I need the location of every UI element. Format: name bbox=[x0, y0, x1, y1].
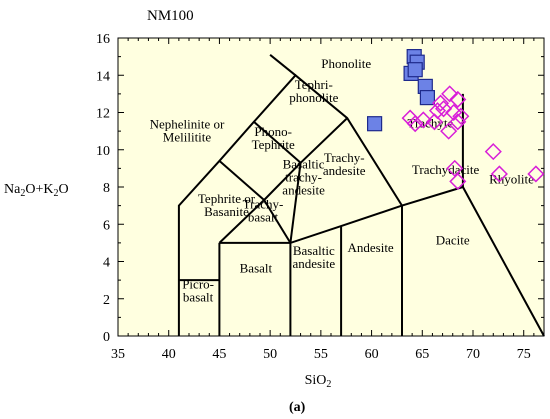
data-point-diamond bbox=[431, 94, 450, 112]
panel-label: (a) bbox=[289, 400, 306, 415]
field-label: Dacite bbox=[436, 233, 470, 248]
x-tick-label: 45 bbox=[212, 347, 226, 362]
field-label: Rhyolite bbox=[489, 171, 534, 186]
y-tick-label: 12 bbox=[96, 107, 110, 122]
field-label: Picro-basalt bbox=[182, 277, 214, 305]
data-point-diamond bbox=[441, 85, 459, 103]
field-label: Basalt bbox=[240, 261, 273, 276]
data-point-diamond bbox=[446, 159, 464, 177]
y-tick-label: 8 bbox=[103, 181, 110, 196]
field-label: Phonolite bbox=[321, 56, 371, 71]
field-label: Trachy-basalt bbox=[243, 196, 284, 224]
data-point-diamond bbox=[449, 90, 467, 109]
field-boundaries bbox=[177, 54, 545, 337]
data-point-diamond bbox=[449, 113, 467, 131]
field-boundary-line bbox=[289, 162, 302, 244]
field-label: Nephelinite or Melilitite bbox=[150, 116, 225, 144]
x-tick-label: 55 bbox=[314, 347, 328, 362]
field-label: Phono-Tephrite bbox=[252, 124, 295, 152]
x-tick-label: 40 bbox=[162, 347, 176, 362]
axes: 35 40 45 50 55 60 65 70 75 0 2 4 6 8 10 12 14 16 bbox=[96, 32, 544, 362]
field-label: Trachydacite bbox=[412, 162, 480, 177]
field-label: Basaltic andesite bbox=[293, 243, 336, 271]
plot-area bbox=[117, 37, 545, 337]
field-label: Andesite bbox=[347, 240, 393, 255]
y-axis-label: Na2O+K2O bbox=[4, 182, 69, 199]
data-point-diamond bbox=[414, 111, 432, 129]
y-tick-label: 10 bbox=[96, 144, 110, 159]
data-point-diamond bbox=[449, 172, 467, 190]
x-tick-label: 60 bbox=[365, 347, 379, 362]
chart-title: NM100 bbox=[147, 8, 194, 24]
x-tick-label: 50 bbox=[263, 347, 277, 362]
data-point-diamond bbox=[490, 165, 508, 183]
data-point-diamond bbox=[452, 107, 470, 125]
y-tick-label: 0 bbox=[103, 330, 110, 345]
field-boundary-line bbox=[219, 204, 403, 244]
field-label: Basaltic trachy-andesite bbox=[282, 156, 325, 197]
data-point-square bbox=[407, 62, 423, 78]
data-point-diamond bbox=[440, 122, 458, 140]
y-tick-label: 2 bbox=[103, 293, 110, 308]
y-tick-label: 4 bbox=[103, 256, 110, 271]
field-label: Tephri-phonolite bbox=[289, 77, 338, 105]
y-tick-label: 16 bbox=[96, 32, 110, 47]
field-labels: Phonolite Tephri-phonolite Nephelinite or M… bbox=[150, 56, 534, 305]
x-tick-label: 75 bbox=[517, 347, 531, 362]
field-boundary-line bbox=[269, 54, 297, 77]
y-tick-label: 6 bbox=[103, 218, 110, 233]
y-tick-label: 14 bbox=[96, 69, 110, 84]
data-point-diamond bbox=[527, 165, 545, 183]
data-points bbox=[367, 48, 545, 190]
data-point-diamond bbox=[425, 113, 444, 131]
data-point-diamond bbox=[484, 143, 502, 161]
x-axis-label: SiO2 bbox=[305, 373, 332, 390]
data-point-square bbox=[367, 116, 383, 132]
data-point-diamond bbox=[406, 115, 424, 133]
data-point-diamond bbox=[435, 100, 453, 118]
x-tick-label: 65 bbox=[415, 347, 429, 362]
field-boundary-line bbox=[218, 160, 265, 201]
data-point-square bbox=[419, 89, 435, 106]
x-tick-label: 35 bbox=[111, 347, 125, 362]
field-label: Trachy-andesite bbox=[323, 150, 366, 178]
field-label: Tephrite or Basanite bbox=[198, 191, 256, 219]
field-boundary-line bbox=[253, 121, 302, 164]
x-tick-label: 70 bbox=[466, 347, 480, 362]
